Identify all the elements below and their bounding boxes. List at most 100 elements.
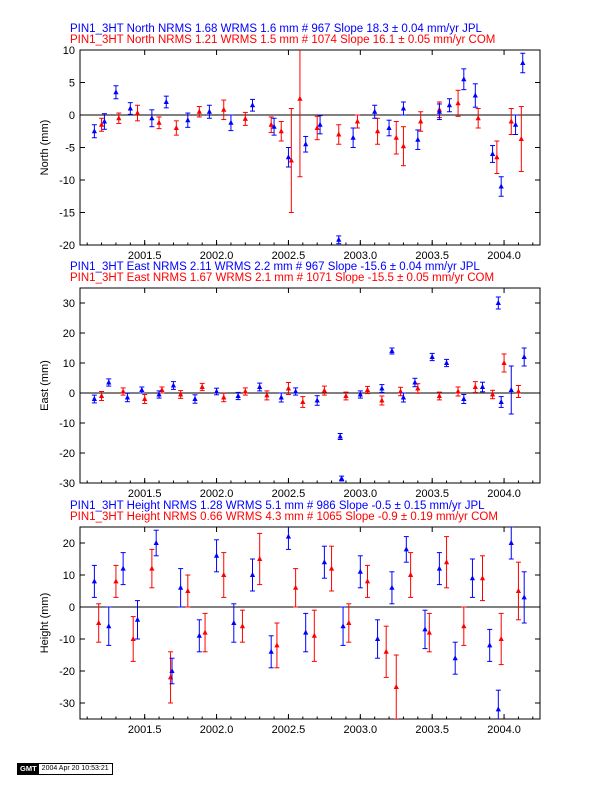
data-point-jpl — [472, 92, 478, 98]
data-point-com — [149, 565, 155, 571]
data-point-jpl — [452, 655, 458, 661]
data-point-com — [336, 131, 342, 137]
panel-north: PIN1_3HT North NRMS 1.68 WRMS 1.6 mm # 9… — [39, 23, 541, 262]
data-point-com — [178, 391, 184, 397]
data-point-com — [436, 393, 442, 398]
data-point-jpl — [415, 136, 421, 142]
data-point-jpl — [303, 629, 309, 635]
y-axis-label-height: Height (mm) — [39, 593, 51, 654]
y-tick-label: 20 — [63, 328, 75, 340]
y-tick-label: 0 — [69, 602, 75, 614]
data-point-jpl — [443, 360, 450, 365]
y-tick-label: -20 — [59, 666, 75, 678]
data-point-com — [408, 572, 414, 577]
data-point-com — [489, 391, 496, 397]
data-point-com — [113, 578, 119, 584]
data-point-com — [173, 125, 179, 130]
data-point-jpl — [487, 642, 493, 648]
data-point-com — [364, 387, 371, 392]
y-tick-label: -30 — [59, 698, 75, 710]
title-height-com: PIN1_3HT Height NRMS 0.66 WRMS 4.3 mm # … — [70, 511, 498, 523]
data-point-com — [242, 388, 248, 394]
data-point-com — [515, 588, 522, 593]
data-point-com — [455, 388, 461, 394]
y-tick-label: 10 — [63, 358, 75, 370]
panel-height: PIN1_3HT Height NRMS 1.28 WRMS 5.1 mm # … — [39, 500, 541, 736]
y-tick-label: 30 — [63, 298, 75, 310]
data-point-jpl — [340, 623, 346, 629]
data-point-jpl — [400, 394, 407, 400]
data-point-jpl — [521, 354, 527, 359]
y-tick-label: 5 — [69, 78, 75, 90]
data-point-jpl — [163, 99, 169, 104]
data-point-jpl — [153, 540, 159, 545]
data-point-com — [418, 118, 424, 124]
data-point-com — [288, 157, 294, 163]
data-point-jpl — [386, 125, 392, 130]
data-point-jpl — [372, 108, 378, 114]
data-point-jpl — [139, 387, 145, 392]
data-point-com — [242, 115, 248, 121]
data-point-com — [196, 108, 202, 114]
x-tick-label: 2002.5 — [272, 724, 306, 736]
y-tick-label: -5 — [65, 143, 75, 155]
data-point-com — [268, 121, 274, 127]
data-point-com — [397, 388, 404, 394]
x-tick-label: 2001.5 — [128, 724, 162, 736]
data-point-jpl — [412, 379, 418, 385]
data-point-jpl — [379, 385, 385, 391]
data-point-com — [185, 588, 191, 593]
data-point-com — [494, 154, 500, 160]
data-point-jpl — [149, 115, 155, 121]
title-east-com: PIN1_3HT East NRMS 1.67 WRMS 2.1 mm # 10… — [70, 272, 494, 284]
data-point-jpl — [422, 626, 428, 632]
title-north-com: PIN1_3HT North NRMS 1.21 WRMS 1.5 mm # 1… — [70, 34, 495, 46]
panel-east: PIN1_3HT East NRMS 2.11 WRMS 2.2 mm # 96… — [39, 261, 541, 500]
data-point-jpl — [446, 102, 453, 108]
data-point-jpl — [512, 121, 519, 127]
data-point-jpl — [403, 546, 409, 552]
data-point-jpl — [495, 706, 501, 712]
data-point-jpl — [91, 578, 97, 584]
data-point-com — [221, 106, 227, 112]
data-point-jpl — [508, 387, 514, 392]
data-point-jpl — [498, 183, 504, 189]
data-point-jpl — [213, 388, 220, 394]
data-point-jpl — [479, 384, 486, 389]
data-point-com — [515, 388, 522, 394]
data-point-com — [120, 388, 126, 394]
data-point-jpl — [91, 396, 97, 401]
data-point-com — [96, 620, 102, 625]
data-point-com — [393, 684, 399, 689]
data-point-com — [202, 629, 208, 635]
data-point-com — [475, 115, 481, 121]
data-point-jpl — [521, 594, 527, 600]
data-east — [80, 296, 540, 482]
data-point-jpl — [257, 384, 263, 389]
y-tick-label: 0 — [69, 110, 75, 122]
data-point-jpl — [91, 128, 97, 134]
data-point-jpl — [337, 433, 343, 439]
y-tick-label: -30 — [59, 478, 75, 490]
data-point-com — [221, 394, 227, 400]
data-point-com — [264, 392, 270, 398]
data-point-jpl — [185, 117, 191, 123]
data-point-jpl — [495, 300, 501, 305]
data-point-jpl — [268, 648, 274, 654]
data-point-com — [364, 578, 371, 584]
data-point-jpl — [170, 382, 177, 388]
frame-height — [79, 526, 541, 720]
data-point-jpl — [303, 141, 309, 147]
frame-east — [79, 287, 541, 484]
data-point-com — [285, 385, 292, 391]
x-tick-label: 2004.0 — [487, 488, 521, 500]
y-tick-label: 0 — [69, 388, 75, 400]
data-point-com — [472, 384, 478, 389]
data-point-com — [156, 119, 162, 125]
data-point-jpl — [278, 394, 284, 400]
data-point-jpl — [192, 396, 198, 401]
gmt-stamp: GMT 2004 Apr 20 10:53:21 — [17, 763, 113, 775]
data-point-jpl — [389, 584, 395, 590]
data-point-jpl — [314, 397, 320, 403]
data-point-jpl — [213, 552, 220, 558]
